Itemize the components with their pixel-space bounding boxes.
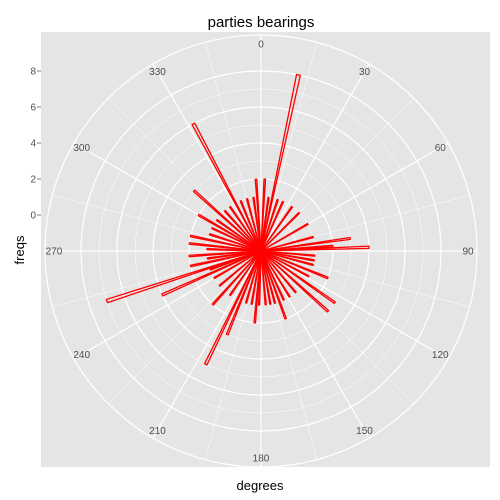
bar [191, 122, 262, 252]
grid-spoke [260, 63, 370, 252]
bar [250, 250, 262, 305]
bar [260, 250, 310, 278]
bars [105, 73, 370, 366]
x-axis-title: degrees [237, 478, 284, 493]
bar [260, 200, 285, 252]
grid-spoke [260, 250, 370, 439]
grid-spoke-minor [52, 194, 262, 252]
radial-tick-label: 2 [30, 175, 36, 186]
bar [260, 73, 301, 252]
bar [223, 209, 262, 252]
angle-tick-label: 330 [149, 67, 166, 78]
y-axis-title: freqs [12, 235, 27, 264]
bar [260, 222, 309, 252]
bar [260, 198, 279, 252]
bar [208, 233, 262, 252]
bar [228, 205, 262, 252]
angle-tick-label: 60 [435, 143, 447, 154]
angle-tick-label: 180 [253, 454, 270, 465]
bar [260, 244, 334, 252]
radial-tick-label: 0 [30, 211, 36, 222]
grid-spoke-minor [260, 42, 318, 252]
bar [260, 235, 314, 252]
bar [225, 250, 262, 336]
bar [260, 250, 330, 313]
bar [260, 250, 315, 262]
angle-tick-label: 270 [46, 247, 63, 258]
bar [105, 250, 262, 304]
angle-tick-labels: 0 30 60 90 120 150 180 210 240 270 300 330 [46, 40, 474, 465]
angle-tick-label: 120 [432, 350, 449, 361]
bar [252, 196, 262, 252]
bar [260, 250, 272, 305]
bar [260, 245, 370, 252]
angle-tick-label: 150 [356, 426, 373, 437]
bar [209, 250, 262, 271]
bar [203, 250, 262, 366]
bar [245, 198, 262, 252]
bar [215, 218, 262, 252]
bar [260, 250, 277, 304]
bar [188, 250, 262, 258]
angle-tick-label: 240 [73, 350, 90, 361]
bar [260, 250, 336, 305]
bar [189, 250, 262, 268]
bar [206, 250, 262, 260]
radial-tick-labels: 0 2 4 6 8 [30, 67, 41, 222]
bar [260, 250, 314, 267]
bar [260, 250, 291, 298]
bar [228, 250, 262, 297]
angle-tick-label: 210 [149, 426, 166, 437]
bar [197, 213, 262, 252]
bar [260, 250, 285, 301]
grid-spoke [152, 250, 262, 439]
bar [254, 178, 262, 252]
grid-spoke-minor [260, 250, 414, 404]
radial-tick-label: 6 [30, 103, 36, 114]
bar [206, 247, 262, 252]
bar [211, 227, 262, 252]
bar [260, 250, 267, 306]
bar [188, 242, 262, 252]
bar [161, 250, 262, 297]
grid-spoke [260, 250, 449, 360]
bar [260, 236, 351, 252]
bar [260, 205, 294, 252]
grid-spoke-minor [108, 98, 262, 252]
bar [239, 200, 262, 252]
bar [257, 250, 262, 306]
radial-tick-label: 8 [30, 67, 36, 78]
angle-tick-label: 30 [359, 67, 371, 78]
bar [189, 234, 262, 252]
bar [192, 189, 262, 252]
bar [244, 250, 262, 304]
bar [260, 250, 297, 294]
bar [213, 250, 262, 280]
bar [260, 250, 287, 320]
angle-tick-label: 90 [462, 247, 474, 258]
angle-tick-label: 0 [258, 40, 264, 51]
radial-tick-label: 4 [30, 139, 36, 150]
bar [260, 211, 301, 252]
grid-spoke [152, 63, 262, 252]
bar [260, 196, 270, 252]
bar [211, 250, 262, 306]
bar [260, 178, 267, 252]
grid-spoke-minor [108, 250, 262, 404]
bar [260, 250, 316, 257]
chart-title: parties bearings [208, 14, 315, 31]
grid-spoke-minor [52, 250, 262, 308]
bar [218, 250, 262, 287]
bar [253, 250, 262, 324]
bar [260, 250, 329, 280]
angle-tick-label: 300 [73, 143, 90, 154]
